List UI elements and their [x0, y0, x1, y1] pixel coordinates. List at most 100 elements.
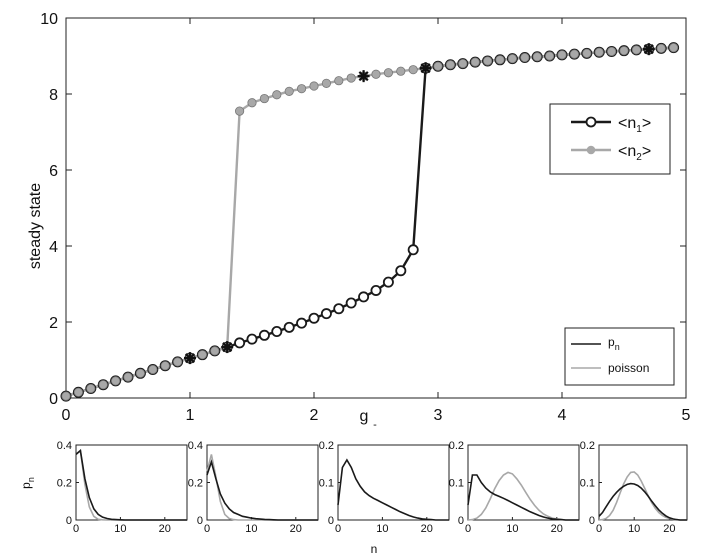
series-n2-point	[235, 106, 245, 116]
series-n2-point	[86, 383, 96, 394]
series-n2-point	[160, 361, 170, 371]
panel-pn-line	[75, 449, 187, 521]
panel-y-tick-label: 0.2	[188, 478, 203, 490]
panel-y-tick-label: 0	[66, 515, 72, 527]
series-n2-point	[557, 50, 567, 60]
legend-pn-sub: n	[615, 342, 620, 352]
panel-frame	[337, 444, 450, 521]
series-n1-point	[258, 329, 270, 341]
series-n2-point	[61, 391, 71, 401]
legend-n2-marker	[586, 145, 596, 155]
panel-y-tick-label: 0.2	[449, 440, 464, 452]
distribution-panel: 0 10 20 0 0.1 0.2	[449, 440, 580, 535]
legend-n1-end: >	[642, 115, 651, 132]
small-y-label-sub: n	[26, 477, 36, 482]
panel-x-tick-label: 0	[335, 523, 341, 535]
series-n1-point	[395, 265, 407, 277]
y-tick-label: 6	[49, 163, 58, 180]
series-n2-point	[111, 376, 121, 386]
panel-x-tick-label: 0	[204, 523, 210, 535]
y-tick-label: 2	[49, 315, 58, 332]
star-marker	[357, 70, 370, 83]
panel-x-tick-label: 0	[73, 523, 79, 535]
panel-x-tick-label: 10	[245, 523, 257, 535]
series-n1-point	[358, 291, 370, 303]
series-n2-point	[309, 81, 319, 91]
series-n2-point	[408, 65, 418, 75]
distribution-panel: 0 10 20 0 0.2 0.4	[188, 440, 319, 535]
panel-x-tick-label: 20	[421, 523, 433, 535]
series-n2-point	[371, 69, 381, 79]
series-n2-point	[458, 58, 468, 69]
panel-y-tick-label: 0.2	[580, 440, 595, 452]
x-axis-label-g-sub: -	[373, 419, 377, 431]
panel-x-tick-label: 10	[114, 523, 126, 535]
series-n2-point	[259, 93, 269, 104]
x-tick-label: 0	[62, 407, 71, 424]
panel-y-tick-label: 0.2	[57, 478, 72, 490]
main-legend-box	[549, 103, 671, 175]
dist-legend: pn poisson	[564, 327, 675, 386]
series-n2-point	[173, 357, 183, 367]
series-n2-point	[482, 56, 493, 66]
series-n1-point	[296, 317, 308, 329]
series-n2-point	[321, 78, 331, 88]
series-n1-point	[370, 284, 382, 296]
distribution-panel: 0 10 20 0 0.2 0.4	[57, 440, 188, 535]
series-n2-point	[334, 76, 344, 86]
series-n1-point	[320, 308, 332, 320]
series-n2-point	[606, 46, 617, 57]
series-n2-point	[433, 61, 443, 71]
panel-y-tick-label: 0.1	[580, 478, 595, 490]
series-n2-point	[123, 372, 133, 382]
legend-poisson-label: poisson	[608, 361, 649, 375]
distribution-panel: 0 10 20 0 0.1 0.2	[319, 440, 450, 535]
series-n1-point	[283, 321, 295, 333]
legend-n2-label: <n2>	[618, 143, 651, 163]
panel-x-tick-label: 20	[159, 523, 171, 535]
legend-n1-main: <n	[618, 115, 636, 132]
panel-y-tick-label: 0.2	[319, 440, 334, 452]
series-n2-point	[495, 55, 505, 65]
series-n1-point	[308, 312, 320, 324]
series-n2-point	[396, 66, 406, 76]
legend-n2-end: >	[642, 143, 651, 160]
series-n2-point	[296, 84, 307, 94]
legend-pn-label: pn	[608, 335, 620, 352]
series-n2-point	[383, 68, 393, 78]
legend-n1-sub: 1	[636, 124, 642, 135]
series-n2-point	[631, 45, 642, 55]
legend-n2-main: <n	[618, 143, 636, 160]
panel-frame	[598, 444, 688, 521]
panel-x-tick-label: 0	[465, 523, 471, 535]
panel-y-tick-label: 0	[197, 515, 203, 527]
star-marker	[419, 62, 432, 75]
series-n2-point	[98, 380, 108, 390]
series-n2-point	[445, 60, 455, 70]
x-tick-label: 4	[558, 407, 567, 424]
panel-pn-line	[598, 482, 687, 521]
panel-x-tick-label: 10	[376, 523, 388, 535]
panel-pn-line	[467, 474, 579, 521]
series-n2-point	[507, 54, 518, 64]
series-n2-point	[197, 350, 207, 360]
panel-y-tick-label: 0.1	[449, 478, 464, 490]
panel-x-tick-label: 20	[663, 523, 675, 535]
series-n2-point	[148, 364, 158, 375]
series-n2-point	[247, 98, 257, 108]
panel-y-tick-label: 0	[328, 515, 334, 527]
panel-pn-line	[337, 458, 449, 521]
y-tick-label: 10	[40, 11, 58, 28]
distribution-panel: 0 10 20 0 0.1 0.2	[580, 440, 688, 535]
series-n2-point	[272, 90, 282, 100]
series-n1-point	[333, 303, 345, 315]
series-n2-point	[532, 52, 542, 62]
series-n1-point	[234, 337, 246, 349]
series-n2-point	[73, 387, 84, 397]
x-tick-label: 5	[682, 407, 691, 424]
series-n1-point	[271, 325, 283, 337]
series-n2-point	[582, 48, 592, 58]
main-legend: <n1> <n2>	[549, 103, 671, 175]
series-n2-point	[284, 86, 294, 96]
